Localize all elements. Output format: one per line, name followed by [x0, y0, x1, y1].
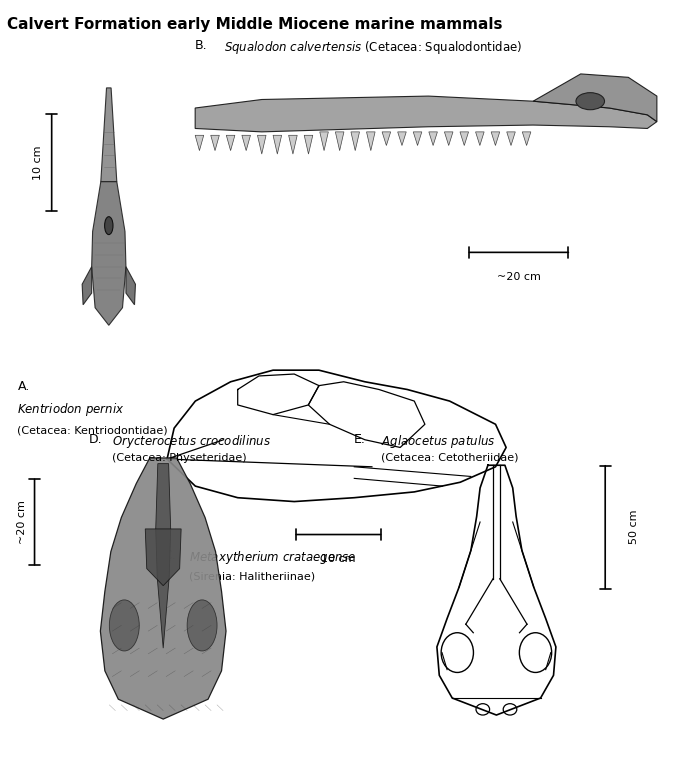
Polygon shape: [211, 135, 220, 151]
Text: D.: D.: [88, 432, 102, 445]
Polygon shape: [429, 132, 437, 145]
Polygon shape: [195, 135, 204, 151]
Text: B.: B.: [195, 39, 208, 52]
Text: 10 cm: 10 cm: [321, 554, 356, 564]
Polygon shape: [533, 74, 657, 121]
Text: (Sirenia: Halitheriinae): (Sirenia: Halitheriinae): [189, 571, 315, 581]
Text: C.: C.: [164, 548, 176, 561]
Polygon shape: [304, 135, 313, 154]
Text: $\it{Aglaocetus\ patulus}$: $\it{Aglaocetus\ patulus}$: [381, 432, 496, 449]
Text: E.: E.: [354, 432, 365, 445]
Polygon shape: [413, 132, 422, 145]
Text: $\it{Orycterocetus\ crocodilinus}$: $\it{Orycterocetus\ crocodilinus}$: [112, 432, 271, 449]
Polygon shape: [101, 88, 117, 182]
Polygon shape: [288, 135, 297, 154]
Polygon shape: [367, 132, 375, 151]
Polygon shape: [382, 132, 391, 145]
Text: (Cetacea: Cetotheriidae): (Cetacea: Cetotheriidae): [381, 453, 518, 463]
Polygon shape: [126, 266, 135, 305]
Polygon shape: [195, 96, 657, 132]
Text: $\it{Kentriodon\ pernix}$: $\it{Kentriodon\ pernix}$: [18, 401, 125, 418]
Ellipse shape: [187, 600, 217, 651]
Polygon shape: [226, 135, 235, 151]
Ellipse shape: [109, 600, 139, 651]
Polygon shape: [522, 132, 531, 145]
Polygon shape: [475, 132, 484, 145]
Text: (Cetacea: Physeteridae): (Cetacea: Physeteridae): [112, 453, 247, 463]
Polygon shape: [146, 529, 181, 586]
Polygon shape: [258, 135, 266, 154]
Text: (Cetacea: Kentriodontidae): (Cetacea: Kentriodontidae): [18, 425, 168, 435]
Polygon shape: [92, 182, 126, 326]
Polygon shape: [273, 135, 282, 154]
Circle shape: [105, 217, 113, 234]
Text: $\it{Squalodon\ calvertensis}$ (Cetacea: Squalodontidae): $\it{Squalodon\ calvertensis}$ (Cetacea:…: [224, 39, 522, 56]
Polygon shape: [460, 132, 469, 145]
Polygon shape: [335, 132, 344, 151]
Polygon shape: [491, 132, 500, 145]
Text: Calvert Formation early Middle Miocene marine mammals: Calvert Formation early Middle Miocene m…: [7, 17, 503, 32]
Polygon shape: [398, 132, 406, 145]
Polygon shape: [156, 464, 171, 648]
Text: 50 cm: 50 cm: [629, 510, 639, 545]
Polygon shape: [507, 132, 515, 145]
Polygon shape: [242, 135, 250, 151]
Text: 10 cm: 10 cm: [33, 145, 44, 180]
Text: ~20 cm: ~20 cm: [497, 273, 541, 283]
Text: ~20 cm: ~20 cm: [16, 500, 27, 544]
Polygon shape: [445, 132, 453, 145]
Ellipse shape: [576, 93, 605, 110]
Text: $\it{Metaxytherium\ crataegense}$: $\it{Metaxytherium\ crataegense}$: [189, 548, 356, 566]
Polygon shape: [82, 266, 92, 305]
Text: A.: A.: [18, 380, 30, 393]
Polygon shape: [101, 458, 226, 719]
Polygon shape: [351, 132, 360, 151]
Polygon shape: [320, 132, 328, 151]
